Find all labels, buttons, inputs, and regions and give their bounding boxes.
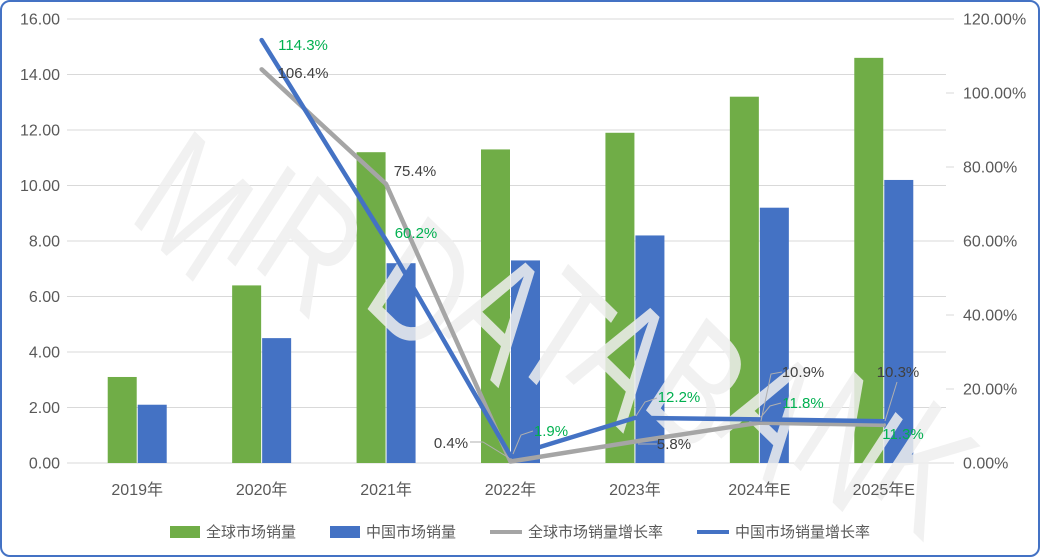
bar-global-sales-0: [107, 376, 137, 463]
data-label-china-growth-5: 11.8%: [782, 395, 823, 412]
y2-axis-label: 60.00%: [963, 234, 1017, 251]
bars: [107, 57, 914, 464]
bar-global-sales-6: [854, 57, 884, 463]
x-axis-label-6: 2025年E: [853, 481, 915, 499]
y-axis-label: 12.00: [20, 123, 60, 140]
leader-line: [884, 381, 898, 422]
x-axis-label-4: 2023年: [609, 481, 661, 499]
bar-china-sales-6: [884, 179, 914, 463]
legend-swatch-china-growth: [697, 529, 730, 534]
x-axis-label-2: 2021年: [360, 481, 412, 499]
line-global-growth: [259, 67, 887, 464]
leader-line: [635, 397, 658, 417]
legend-swatch-global-sales: [169, 525, 200, 538]
legend-swatch-global-growth: [490, 529, 522, 534]
data-label-global-growth-3: 0.4%: [434, 435, 468, 452]
data-label-global-growth-6: 10.3%: [877, 364, 920, 381]
leader-line: [512, 430, 534, 455]
legend-item-global-growth: 全球市场销量增长率: [490, 521, 663, 542]
data-label-china-growth-4: 12.2%: [658, 389, 701, 406]
data-label-china-growth-2: 60.2%: [395, 225, 438, 242]
line-china-growth: [259, 37, 887, 459]
bar-china-sales-2: [386, 263, 416, 463]
bar-china-sales-4: [635, 235, 665, 463]
y2-axis-label: 80.00%: [963, 160, 1017, 177]
data-label-global-growth-4: 5.8%: [657, 436, 691, 453]
x-axis-label-5: 2024年E: [728, 481, 790, 499]
leader-line: [760, 402, 782, 418]
y2-axis-label: 40.00%: [963, 308, 1017, 325]
data-label-global-growth-2: 75.4%: [394, 163, 437, 180]
y2-axis-label: 120.00%: [963, 12, 1026, 29]
data-label-china-growth-1: 114.3%: [278, 37, 328, 54]
y2-axis-label: 100.00%: [963, 86, 1026, 103]
legend-item-china-growth: 中国市场销量增长率: [697, 521, 870, 542]
legend-label-global-growth: 全球市场销量增长率: [528, 524, 664, 541]
y-axis-label: 8.00: [29, 234, 60, 251]
legend-item-global-sales: 全球市场销量: [169, 521, 296, 542]
legend-label-china-growth: 中国市场销量增长率: [735, 524, 871, 541]
x-axis-label-0: 2019年: [111, 481, 163, 499]
y-axis-label: 4.00: [29, 345, 60, 362]
y-axis-label: 16.00: [20, 12, 60, 29]
bar-china-sales-3: [511, 260, 540, 463]
y-axis-label: 2.00: [29, 400, 60, 417]
legend-item-china-sales: 中国市场销量: [329, 521, 456, 542]
legend: 全球市场销量 中国市场销量 全球市场销量增长率 中国市场销量增长率: [2, 521, 1038, 542]
legend-label-china-sales: 中国市场销量: [365, 524, 456, 541]
y-axis-label: 0.00: [29, 456, 60, 473]
data-label-china-growth-3: 1.9%: [534, 423, 568, 440]
y-axis-label: 6.00: [29, 289, 60, 306]
label-leader-lines: [470, 371, 898, 459]
x-axis-label-3: 2022年: [485, 481, 537, 499]
y-axis-label: 14.00: [20, 67, 60, 84]
leader-line: [760, 371, 783, 422]
data-label-global-growth-1: 106.4%: [278, 65, 329, 82]
y2-axis-label: 0.00%: [963, 456, 1008, 473]
bar-global-sales-1: [232, 285, 262, 463]
bar-global-sales-5: [729, 96, 759, 463]
data-label-china-growth-6: 11.3%: [882, 426, 923, 443]
bar-global-sales-4: [605, 132, 635, 463]
data-label-global-growth-5: 10.9%: [782, 364, 825, 381]
bar-china-sales-1: [262, 338, 292, 463]
legend-label-global-sales: 全球市场销量: [205, 524, 296, 541]
gridlines: [67, 18, 954, 464]
leader-line: [470, 441, 510, 459]
y2-axis-label: 20.00%: [963, 382, 1017, 399]
x-axis-label-1: 2020年: [236, 481, 288, 499]
bar-china-sales-0: [137, 404, 167, 463]
y-axis-label: 10.00: [20, 178, 60, 195]
legend-swatch-china-sales: [329, 525, 360, 538]
